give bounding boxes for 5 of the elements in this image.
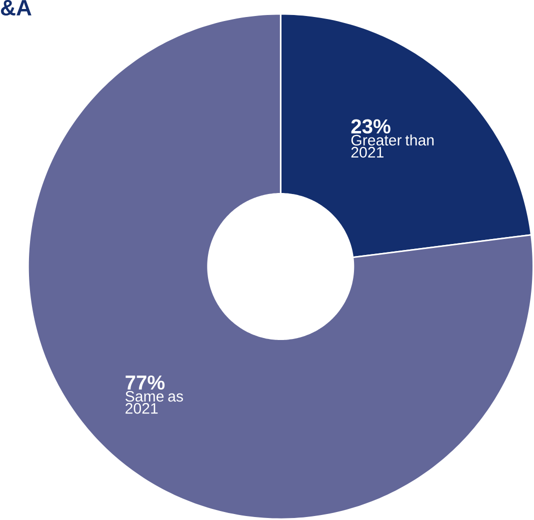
slice-label: Same as 2021 <box>126 391 183 414</box>
slice-label: Greater than 2021 <box>351 134 434 158</box>
data-label: 23% <box>351 119 390 134</box>
chart-title: &A <box>0 0 32 16</box>
data-label: 77% <box>126 376 165 390</box>
